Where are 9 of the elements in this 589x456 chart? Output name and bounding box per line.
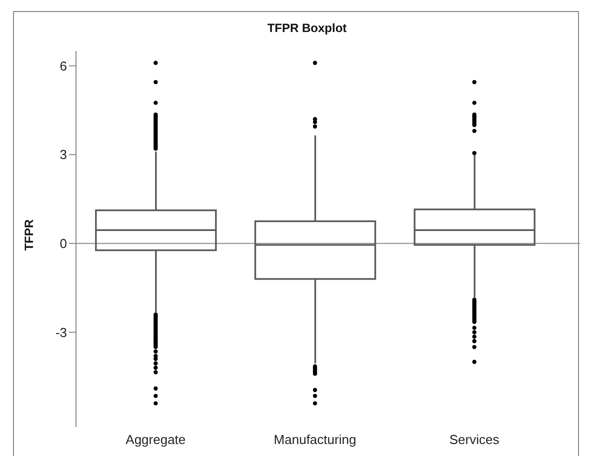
y-tick-label: -3 [55, 324, 67, 340]
y-axis-title: TFPR [21, 219, 37, 251]
y-tick-label: 0 [60, 236, 67, 252]
x-tick-label: Manufacturing [274, 432, 356, 448]
chart-title: TFPR Boxplot [266, 20, 348, 37]
y-tick-label: 3 [60, 147, 67, 162]
x-tick-label: Services [449, 432, 500, 448]
x-tick-label: Aggregate [126, 432, 186, 448]
y-tick-label: 6 [60, 58, 67, 74]
